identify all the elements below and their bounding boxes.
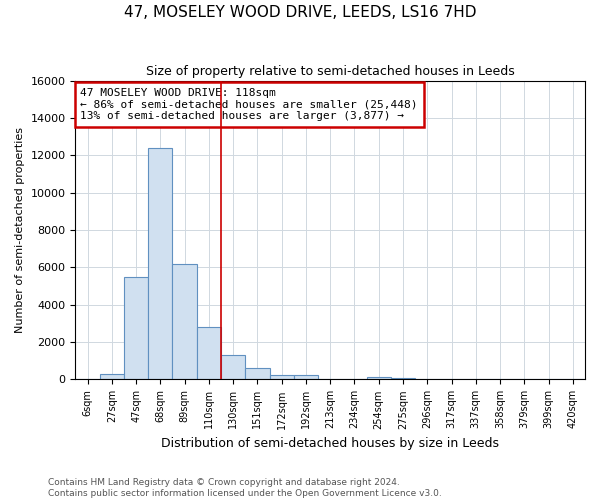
Text: 47 MOSELEY WOOD DRIVE: 118sqm
← 86% of semi-detached houses are smaller (25,448): 47 MOSELEY WOOD DRIVE: 118sqm ← 86% of s… <box>80 88 418 121</box>
Bar <box>197 327 221 380</box>
Text: Contains HM Land Registry data © Crown copyright and database right 2024.
Contai: Contains HM Land Registry data © Crown c… <box>48 478 442 498</box>
X-axis label: Distribution of semi-detached houses by size in Leeds: Distribution of semi-detached houses by … <box>161 437 499 450</box>
Bar <box>172 264 197 380</box>
Bar <box>367 376 391 380</box>
Bar <box>148 148 172 380</box>
Bar <box>391 378 415 380</box>
Bar <box>269 375 294 380</box>
Bar <box>245 368 269 380</box>
Bar <box>100 374 124 380</box>
Text: 47, MOSELEY WOOD DRIVE, LEEDS, LS16 7HD: 47, MOSELEY WOOD DRIVE, LEEDS, LS16 7HD <box>124 5 476 20</box>
Title: Size of property relative to semi-detached houses in Leeds: Size of property relative to semi-detach… <box>146 65 515 78</box>
Y-axis label: Number of semi-detached properties: Number of semi-detached properties <box>15 127 25 333</box>
Bar <box>124 276 148 380</box>
Bar <box>294 375 318 380</box>
Bar <box>221 355 245 380</box>
